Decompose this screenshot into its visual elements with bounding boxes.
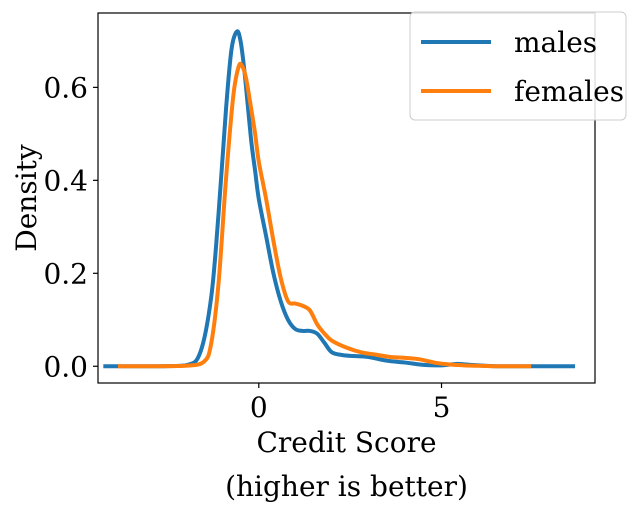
- y-axis-label: Density: [10, 144, 43, 252]
- y-tick-label: 0.2: [43, 257, 88, 290]
- series-line-females: [117, 61, 532, 369]
- x-axis-sublabel: (higher is better): [225, 470, 468, 503]
- legend-label-males: males: [514, 26, 597, 59]
- y-tick-label: 0.4: [43, 164, 88, 197]
- legend: males females: [409, 11, 627, 121]
- legend-label-females: females: [514, 75, 624, 108]
- y-tick-label: 0.0: [43, 350, 88, 383]
- plot-area: [103, 29, 576, 369]
- x-tick-label: 0: [250, 391, 268, 424]
- x-axis-label: Credit Score: [256, 426, 436, 459]
- series-line-males: [103, 29, 576, 369]
- axes-frame: [97, 12, 596, 384]
- y-tick-label: 0.6: [43, 71, 88, 104]
- ticks: 0 5 0.0 0.2 0.4 0.6: [43, 71, 450, 424]
- x-tick-label: 5: [433, 391, 451, 424]
